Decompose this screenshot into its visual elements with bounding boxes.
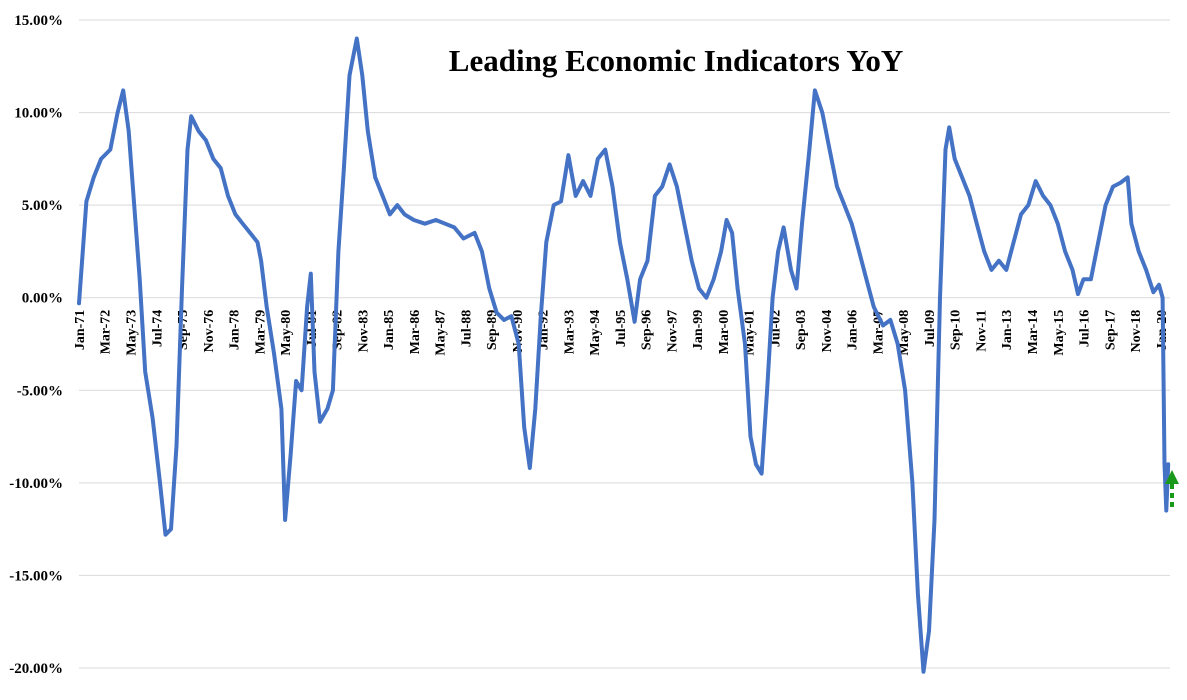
x-tick-label: Mar-79 [253,310,268,355]
x-tick-label: May-73 [125,310,140,356]
x-tick-label: Nov-90 [511,310,526,353]
x-tick-label: Nov-83 [356,310,371,353]
y-tick-label: 15.00% [14,13,63,29]
x-tick-label: Mar-72 [99,310,114,355]
x-tick-label: Nov-76 [202,310,217,353]
x-tick-label: Jul-09 [923,310,938,347]
series-layer [77,36,1171,674]
x-tick-label: May-94 [588,310,603,356]
x-tick-label: Sep-10 [949,310,964,350]
x-tick-label: Nov-18 [1129,310,1144,353]
x-tick-label: Jul-74 [150,310,165,347]
y-tick-label: 5.00% [22,198,63,214]
x-tick-label: Jul-88 [459,310,474,347]
x-tick-label: May-08 [897,310,912,356]
x-tick-label: Sep-03 [794,310,809,350]
gridlines [79,19,1170,669]
y-tick-label: -10.00% [9,476,63,492]
x-tick-label: May-15 [1052,310,1067,356]
x-tick-label: Jan-85 [382,310,397,350]
annotation-layer [1165,470,1179,510]
x-axis-ticks: Jan-71 Mar-72 May-73 Jul-74 Sep-75 Nov-76 Jan-… [73,310,1170,356]
y-tick-label: -20.00% [9,661,63,677]
x-tick-label: Nov-97 [665,310,680,353]
x-tick-label: Nov-04 [820,310,835,353]
x-tick-label: Jul-16 [1078,310,1093,347]
y-tick-label: -15.00% [9,568,63,584]
series-line-1 [77,36,1171,674]
x-tick-label: Jan-06 [846,310,861,350]
x-tick-label: Sep-89 [485,310,500,350]
x-tick-label: Jan-99 [691,310,706,350]
x-tick-label: Mar-93 [562,310,577,355]
y-tick-label: -5.00% [17,383,63,399]
x-tick-label: May-87 [434,310,449,356]
x-tick-label: Mar-14 [1026,310,1041,355]
x-tick-label: Jan-78 [228,310,243,350]
x-tick-label: Mar-00 [717,310,732,355]
x-tick-label: Nov-11 [975,310,990,352]
y-tick-label: 0.00% [22,291,63,307]
x-tick-label: Jan-71 [73,310,88,350]
y-axis-ticks: 15.00% 10.00% 5.00% 0.00% -5.00% -10.00% -15.0… [9,13,63,677]
y-tick-label: 10.00% [14,106,63,122]
x-tick-label: Jul-95 [614,310,629,347]
x-tick-label: Sep-96 [640,310,655,350]
up-arrow-icon [1165,470,1179,510]
x-tick-label: Mar-86 [408,310,423,355]
x-tick-label: May-80 [279,310,294,356]
x-tick-label: Sep-17 [1103,310,1118,350]
chart-title: Leading Economic Indicators YoY [449,43,903,78]
x-tick-label: Jan-13 [1000,310,1015,350]
